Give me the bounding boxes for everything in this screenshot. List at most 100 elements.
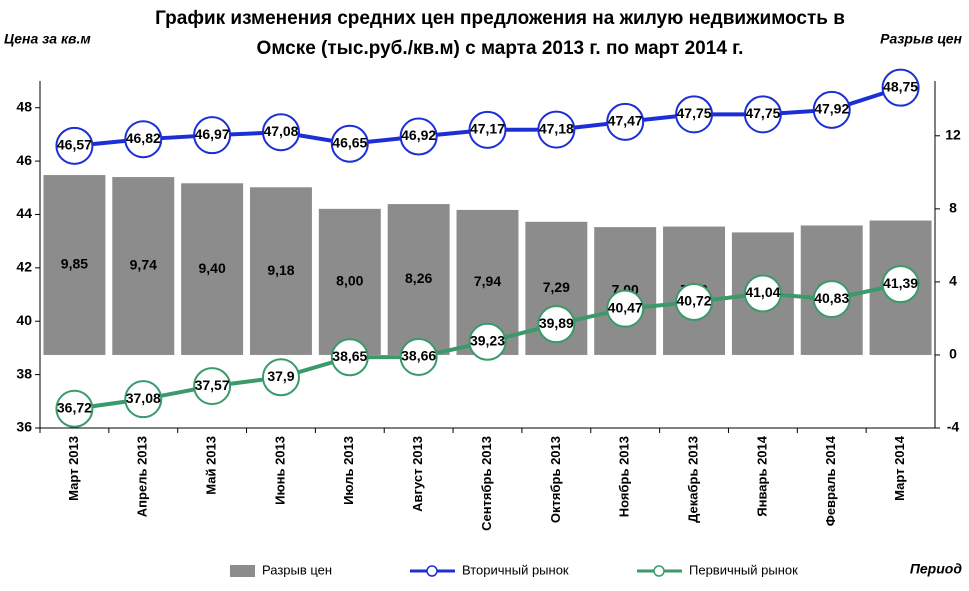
legend-label: Первичный рынок	[689, 562, 798, 577]
legend-marker	[653, 565, 665, 577]
x-tick-label: Июль 2013	[341, 436, 356, 505]
marker	[399, 117, 438, 156]
data-label: 46,65	[332, 134, 367, 150]
x-tick-label: Февраль 2014	[823, 435, 838, 526]
y-tick-label: 42	[16, 259, 32, 275]
data-label: 47,75	[677, 105, 712, 121]
marker	[124, 380, 163, 419]
x-axis-title: Период	[910, 561, 963, 577]
marker	[881, 265, 920, 304]
data-label: 48,75	[883, 78, 918, 94]
data-label: 39,89	[539, 315, 574, 331]
data-label: 47,08	[263, 123, 298, 139]
marker	[606, 289, 645, 328]
bar	[318, 208, 381, 355]
y-tick-label: 44	[16, 205, 32, 221]
y-tick-label: 38	[16, 365, 32, 381]
x-tick-label: Январь 2014	[754, 435, 769, 516]
marker	[743, 95, 782, 134]
marker	[812, 90, 851, 129]
x-tick-label: Май 2013	[204, 436, 219, 495]
x-tick-label: Декабрь 2013	[685, 436, 700, 523]
data-label: 38,65	[332, 348, 367, 364]
marker	[193, 367, 232, 406]
data-label: 47,92	[814, 101, 849, 117]
y-axis-title: Цена за кв.м	[4, 31, 91, 47]
marker	[537, 110, 576, 149]
bar	[181, 183, 244, 355]
bar-label: 8,00	[336, 273, 363, 289]
y-tick-label: 48	[16, 98, 32, 114]
x-tick-label: Июнь 2013	[272, 436, 287, 505]
x-tick-label: Сентябрь 2013	[479, 436, 494, 531]
y2-axis-title: Разрыв цен	[880, 31, 962, 47]
y2-tick-label: 4	[949, 273, 957, 289]
data-label: 46,97	[195, 126, 230, 142]
data-label: 47,17	[470, 121, 505, 137]
bar-label: 7,29	[543, 279, 570, 295]
data-label: 38,66	[401, 348, 436, 364]
x-tick-label: Март 2013	[66, 436, 81, 501]
marker	[399, 337, 438, 376]
marker	[261, 358, 300, 397]
x-tick-label: Август 2013	[410, 436, 425, 512]
data-label: 46,82	[126, 130, 161, 146]
marker	[675, 283, 714, 322]
x-tick-label: Март 2014	[892, 435, 907, 501]
x-tick-label: Апрель 2013	[135, 436, 150, 517]
y2-tick-label: 0	[949, 346, 957, 362]
marker	[330, 338, 369, 377]
marker	[468, 110, 507, 149]
chart-title: График изменения средних цен предложения…	[155, 8, 845, 59]
marker	[812, 280, 851, 319]
bar-label: 7,94	[474, 273, 501, 289]
data-label: 39,23	[470, 332, 505, 348]
x-tick-label: Октябрь 2013	[548, 436, 563, 523]
legend-marker	[426, 565, 438, 577]
data-label: 36,72	[57, 399, 92, 415]
data-label: 41,39	[883, 275, 918, 291]
bar	[112, 177, 175, 355]
marker	[881, 68, 920, 107]
y2-tick-label: 12	[945, 126, 961, 142]
marker	[743, 274, 782, 313]
data-label: 40,72	[677, 293, 712, 309]
y-tick-label: 40	[16, 312, 32, 328]
marker	[193, 116, 232, 155]
data-label: 47,18	[539, 120, 574, 136]
data-label: 46,57	[57, 137, 92, 153]
marker	[261, 113, 300, 152]
data-label: 37,08	[126, 390, 161, 406]
legend-label: Разрыв цен	[262, 562, 332, 577]
y-tick-label: 46	[16, 152, 32, 168]
marker	[606, 102, 645, 141]
y-tick-label: 36	[16, 419, 32, 435]
marker	[55, 389, 94, 428]
bar-label: 9,74	[130, 257, 157, 273]
legend-label: Вторичный рынок	[462, 562, 569, 577]
bar	[43, 175, 106, 355]
marker	[468, 322, 507, 361]
bar	[387, 204, 450, 355]
bar-label: 9,85	[61, 256, 88, 272]
y2-tick-label: -4	[947, 419, 960, 435]
legend-swatch	[230, 565, 255, 577]
bar	[249, 187, 312, 355]
bar-label: 8,26	[405, 270, 432, 286]
bar-label: 9,18	[267, 262, 294, 278]
data-label: 46,92	[401, 127, 436, 143]
data-label: 47,75	[745, 105, 780, 121]
y2-tick-label: 8	[949, 200, 957, 216]
marker	[330, 124, 369, 163]
data-label: 40,83	[814, 290, 849, 306]
marker	[124, 120, 163, 159]
lines: 46,57 46,82 46,97 47,08 46,65 46,92 47,17 47,18…	[55, 68, 920, 428]
data-label: 47,47	[608, 113, 643, 129]
data-label: 37,9	[267, 368, 294, 384]
x-tick-label: Ноябрь 2013	[617, 436, 632, 517]
marker	[537, 305, 576, 344]
data-label: 37,57	[195, 377, 230, 393]
